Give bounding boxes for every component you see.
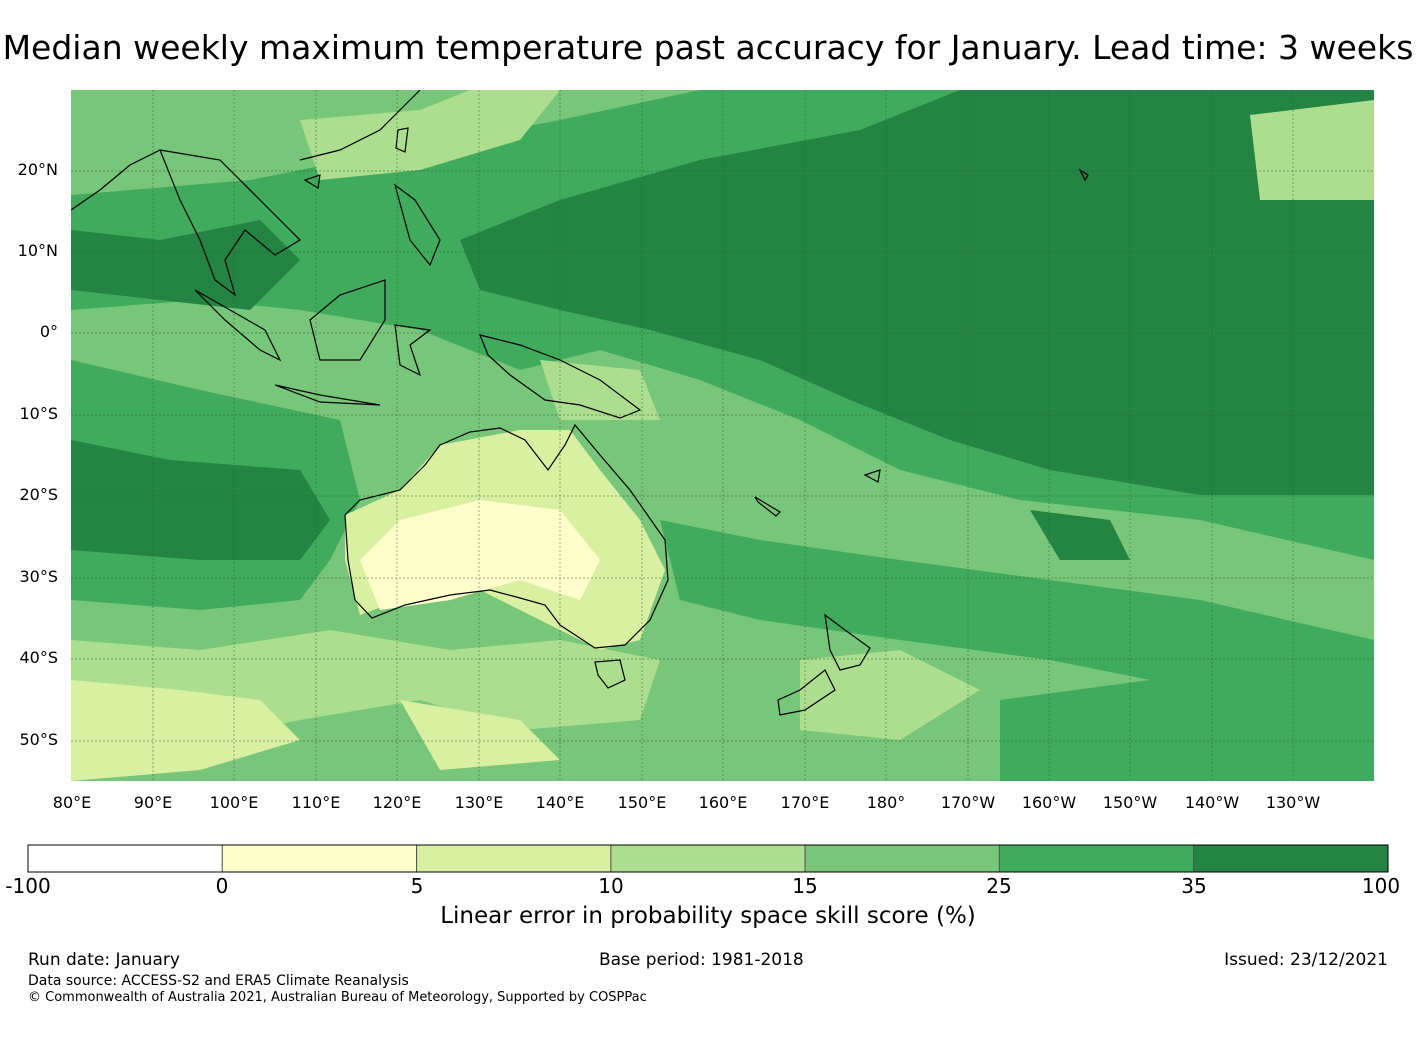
lat-label-50s: 50°S xyxy=(19,730,58,749)
chart-title: Median weekly maximum temperature past a… xyxy=(2,28,1414,67)
lat-label-0: 0° xyxy=(39,322,58,341)
region-high-skill-pacific xyxy=(460,90,1374,495)
lon-label-80e: 80°E xyxy=(52,793,92,812)
colorbar-segment-4 xyxy=(610,844,806,873)
region-low-skill-tropics-east xyxy=(1250,100,1374,200)
coast-tasmania xyxy=(594,659,626,689)
colorbar-segments xyxy=(27,844,1389,873)
lat-label-10s: 10°S xyxy=(19,404,58,423)
base-period: Base period: 1981-2018 xyxy=(599,950,804,970)
lon-label-100e: 100°E xyxy=(209,793,259,812)
colorbar-tick-4: 10 xyxy=(598,874,624,898)
coast-new-caledonia xyxy=(754,496,781,517)
colorbar-segment-2 xyxy=(221,844,418,873)
coast-fiji xyxy=(863,469,881,483)
coastlines xyxy=(71,90,1089,716)
lat-label-30s: 30°S xyxy=(19,567,58,586)
lon-label-130e: 130°E xyxy=(454,793,504,812)
colorbar-segment-6 xyxy=(998,844,1195,873)
lon-label-160w: 160°W xyxy=(1021,793,1077,812)
lat-label-20s: 20°S xyxy=(19,485,58,504)
coast-hainan xyxy=(303,174,321,189)
colorbar-tick-1: -100 xyxy=(5,874,51,898)
colorbar-segment-7 xyxy=(1193,844,1389,873)
coast-indochina xyxy=(159,149,301,297)
coast-hawaii xyxy=(1078,168,1089,182)
coast-sumatra xyxy=(194,289,282,362)
issued-date: Issued: 23/12/2021 xyxy=(1224,950,1388,970)
lon-label-180: 180° xyxy=(866,793,906,812)
lat-label-20n: 20°N xyxy=(17,160,58,179)
coast-borneo xyxy=(309,279,386,361)
lon-label-130w: 130°W xyxy=(1265,793,1321,812)
region-very-low-skill-south xyxy=(71,680,300,781)
colorbar-tick-3: 5 xyxy=(410,874,424,898)
colorbar-frame xyxy=(27,844,1389,873)
lon-label-170e: 170°E xyxy=(780,793,830,812)
lon-label-110e: 110°E xyxy=(291,793,341,812)
colorbar-tick-2: 0 xyxy=(215,874,229,898)
region-low-skill-png xyxy=(540,360,660,420)
region-moderate-skill-south xyxy=(1000,680,1374,781)
colorbar-tick-7: 35 xyxy=(1181,874,1207,898)
coast-nz-north xyxy=(824,613,871,671)
lon-label-160e: 160°E xyxy=(698,793,748,812)
lon-label-120e: 120°E xyxy=(372,793,422,812)
lon-label-140w: 140°W xyxy=(1184,793,1240,812)
lon-label-90e: 90°E xyxy=(133,793,173,812)
region-high-skill-west xyxy=(71,440,330,560)
region-moderate-skill-tasman xyxy=(660,520,1374,700)
lat-label-10n: 10°N xyxy=(17,241,58,260)
colorbar-label: Linear error in probability space skill … xyxy=(440,903,976,929)
colorbar-tick-8: 100 xyxy=(1361,874,1401,898)
lon-label-140e: 140°E xyxy=(535,793,585,812)
region-low-skill-south-east xyxy=(800,650,980,740)
colorbar-tick-5: 15 xyxy=(792,874,818,898)
lat-label-40s: 40°S xyxy=(19,648,58,667)
data-source: Data source: ACCESS-S2 and ERA5 Climate … xyxy=(28,973,409,989)
region-very-low-skill-south-2 xyxy=(400,700,560,770)
coast-australia xyxy=(344,423,669,649)
region-high-skill-tasman xyxy=(1030,510,1130,560)
coast-nz-south xyxy=(777,669,836,716)
coast-china xyxy=(299,90,421,161)
run-date: Run date: January xyxy=(28,950,180,970)
region-minimal-skill-australia xyxy=(360,500,600,610)
region-high-skill-indian xyxy=(71,220,300,310)
lon-label-150w: 150°W xyxy=(1102,793,1158,812)
lon-label-170w: 170°W xyxy=(940,793,996,812)
coast-sulawesi xyxy=(394,324,432,377)
coast-philippines xyxy=(393,183,441,267)
coast-new-guinea xyxy=(479,334,642,419)
colorbar-tick-6: 25 xyxy=(986,874,1012,898)
coast-india-east xyxy=(71,149,161,211)
colorbar-segment-3 xyxy=(416,844,612,873)
lon-label-150e: 150°E xyxy=(617,793,667,812)
gridlines xyxy=(71,90,1374,781)
colorbar-segment-1 xyxy=(27,844,223,873)
region-low-skill-north xyxy=(300,90,560,180)
copyright: © Commonwealth of Australia 2021, Austra… xyxy=(28,990,647,1005)
colorbar-segment-5 xyxy=(804,844,1000,873)
coast-java xyxy=(274,384,381,406)
